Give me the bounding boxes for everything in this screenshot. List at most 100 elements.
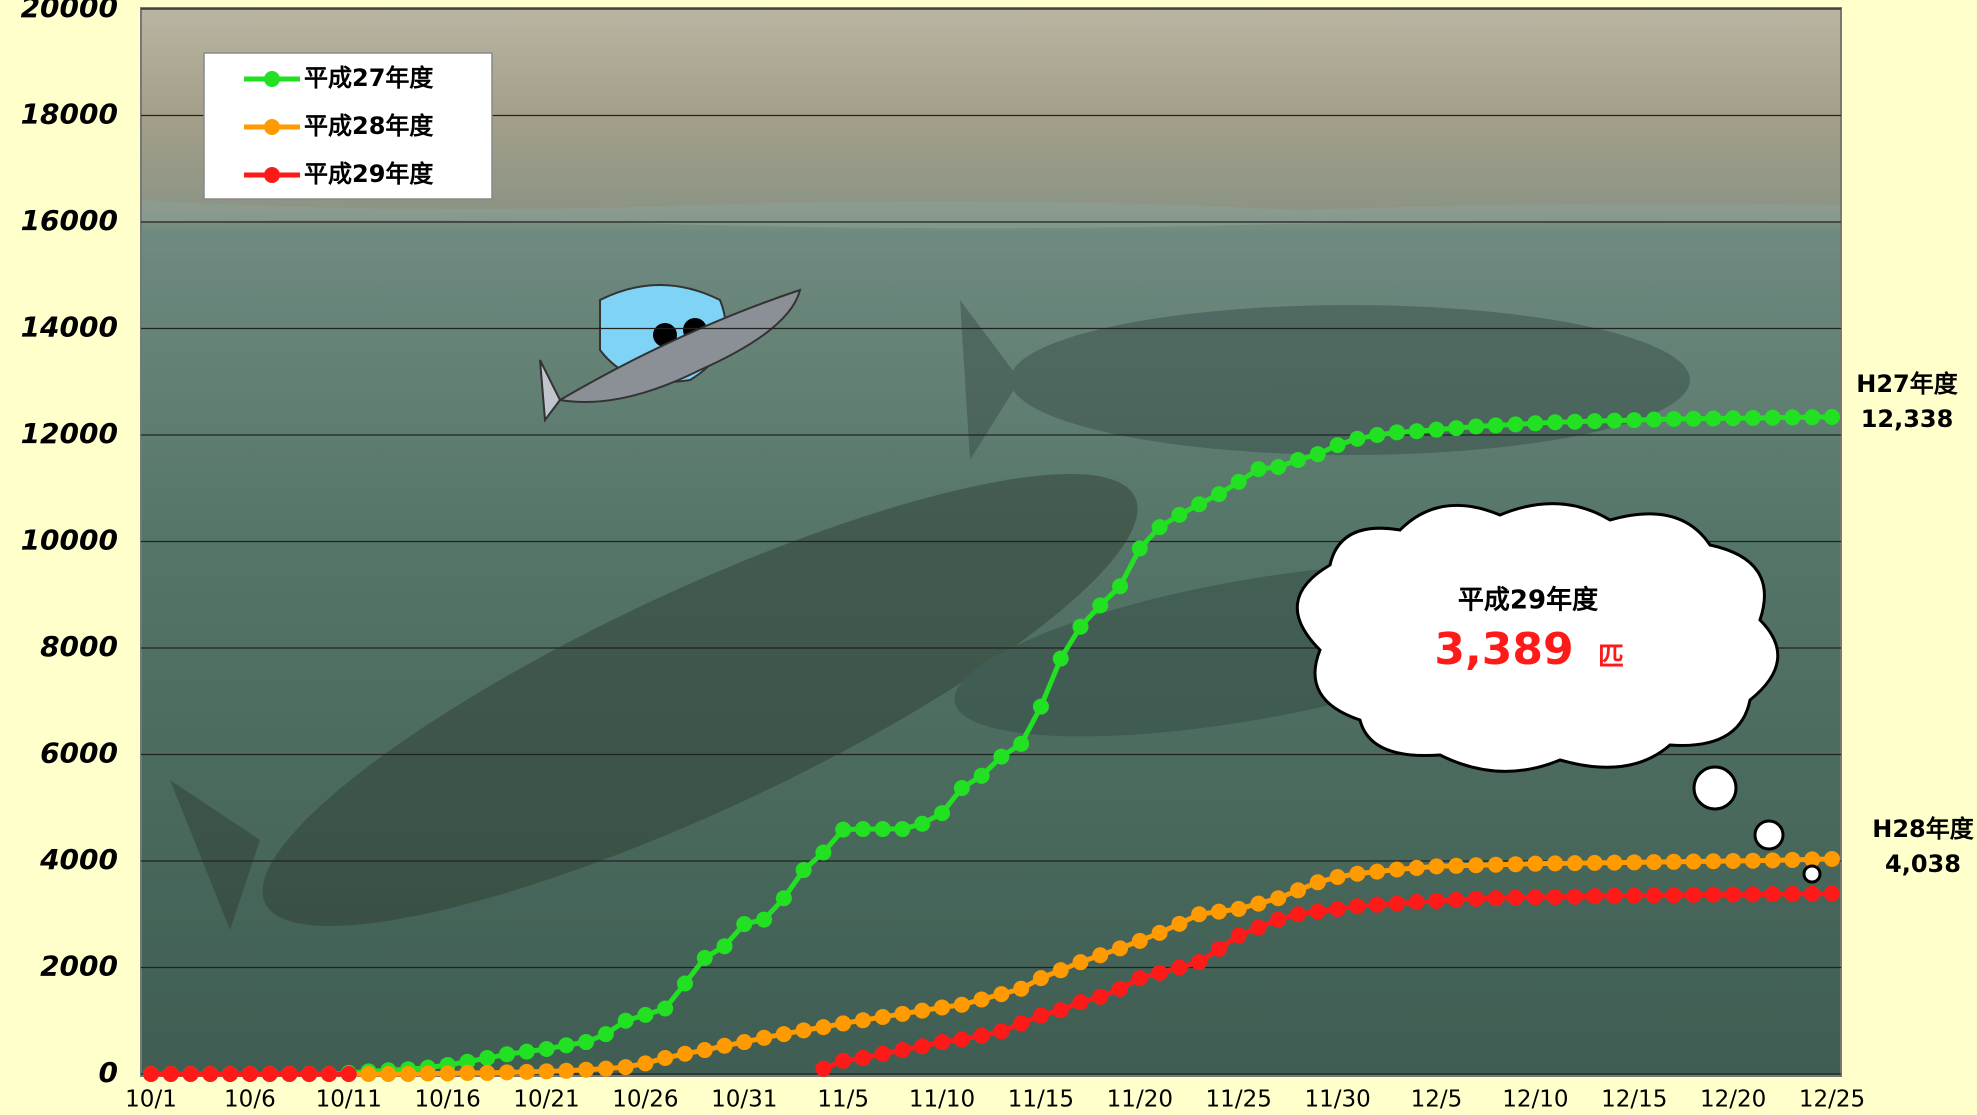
annotation: 4,038	[1885, 850, 1961, 878]
data-point	[1428, 422, 1444, 438]
data-point	[1587, 888, 1603, 904]
data-point	[1646, 887, 1662, 903]
y-tick-label: 16000	[21, 204, 118, 237]
x-tick-label: 12/20	[1700, 1087, 1766, 1113]
y-tick-label: 2000	[40, 950, 118, 983]
data-point	[717, 938, 733, 954]
data-point	[736, 1034, 752, 1050]
annotation: H28年度	[1872, 815, 1974, 843]
data-point	[361, 1066, 377, 1082]
legend-marker	[264, 119, 280, 135]
data-point	[1705, 853, 1721, 869]
data-point	[1250, 896, 1266, 912]
data-point	[281, 1066, 297, 1082]
data-point	[1389, 862, 1405, 878]
data-point	[1072, 619, 1088, 635]
data-point	[1784, 886, 1800, 902]
data-point	[1745, 410, 1761, 426]
data-point	[1587, 413, 1603, 429]
legend-marker	[264, 71, 280, 87]
data-point	[558, 1063, 574, 1079]
y-tick-label: 8000	[40, 630, 118, 663]
x-tick-label: 11/10	[909, 1087, 975, 1113]
data-point	[677, 975, 693, 991]
data-point	[1132, 970, 1148, 986]
data-point	[1686, 854, 1702, 870]
data-point	[954, 780, 970, 796]
x-tick-label: 11/20	[1107, 1087, 1173, 1113]
data-point	[1448, 420, 1464, 436]
data-point	[1033, 699, 1049, 715]
data-point	[1369, 897, 1385, 913]
data-point	[1250, 920, 1266, 936]
data-point	[736, 916, 752, 932]
data-point	[1152, 965, 1168, 981]
x-tick-label: 11/25	[1206, 1087, 1272, 1113]
data-point	[301, 1066, 317, 1082]
data-point	[1448, 892, 1464, 908]
data-point	[1725, 410, 1741, 426]
data-point	[1606, 413, 1622, 429]
data-point	[618, 1013, 634, 1029]
legend-label: 平成29年度	[304, 160, 434, 188]
data-point	[539, 1063, 555, 1079]
data-point	[756, 1030, 772, 1046]
data-point	[1053, 962, 1069, 978]
callout-title: 平成29年度	[1458, 585, 1598, 616]
data-point	[1765, 410, 1781, 426]
data-point	[1191, 496, 1207, 512]
data-point	[440, 1065, 456, 1081]
data-point	[1547, 855, 1563, 871]
data-point	[796, 1022, 812, 1038]
data-point	[895, 1042, 911, 1058]
data-point	[1270, 890, 1286, 906]
x-tick-label: 12/25	[1799, 1087, 1865, 1113]
data-point	[914, 816, 930, 832]
y-tick-label: 18000	[21, 98, 118, 131]
data-point	[479, 1050, 495, 1066]
y-tick-label: 10000	[21, 524, 118, 557]
data-point	[1053, 1002, 1069, 1018]
data-point	[1428, 858, 1444, 874]
data-point	[1567, 414, 1583, 430]
data-point	[1468, 418, 1484, 434]
data-point	[598, 1026, 614, 1042]
data-point	[1468, 857, 1484, 873]
data-point	[1152, 519, 1168, 535]
data-point	[1765, 886, 1781, 902]
data-point	[1270, 912, 1286, 928]
callout-unit: 匹	[1598, 643, 1624, 673]
data-point	[637, 1055, 653, 1071]
data-point	[163, 1066, 179, 1082]
annotation: 12,338	[1861, 405, 1954, 433]
data-point	[993, 749, 1009, 765]
data-point	[400, 1066, 416, 1082]
x-tick-label: 10/26	[612, 1087, 678, 1113]
data-point	[499, 1064, 515, 1080]
data-point	[1211, 486, 1227, 502]
data-point	[578, 1034, 594, 1050]
data-point	[1784, 852, 1800, 868]
data-point	[835, 1015, 851, 1031]
data-point	[855, 821, 871, 837]
x-tick-label: 11/5	[817, 1087, 869, 1113]
data-point	[539, 1041, 555, 1057]
data-point	[697, 1042, 713, 1058]
x-tick-label: 10/6	[224, 1087, 276, 1113]
data-point	[1231, 901, 1247, 917]
y-tick-label: 0	[99, 1056, 118, 1089]
y-tick-label: 12000	[21, 417, 118, 450]
data-point	[1092, 947, 1108, 963]
data-point	[914, 1003, 930, 1019]
data-point	[1072, 994, 1088, 1010]
data-point	[1626, 854, 1642, 870]
data-point	[1488, 857, 1504, 873]
data-point	[1626, 412, 1642, 428]
data-point	[1409, 894, 1425, 910]
data-point	[420, 1065, 436, 1081]
x-tick-label: 11/30	[1304, 1087, 1370, 1113]
data-point	[1092, 597, 1108, 613]
data-point	[1290, 452, 1306, 468]
data-point	[1310, 446, 1326, 462]
data-point	[1112, 940, 1128, 956]
